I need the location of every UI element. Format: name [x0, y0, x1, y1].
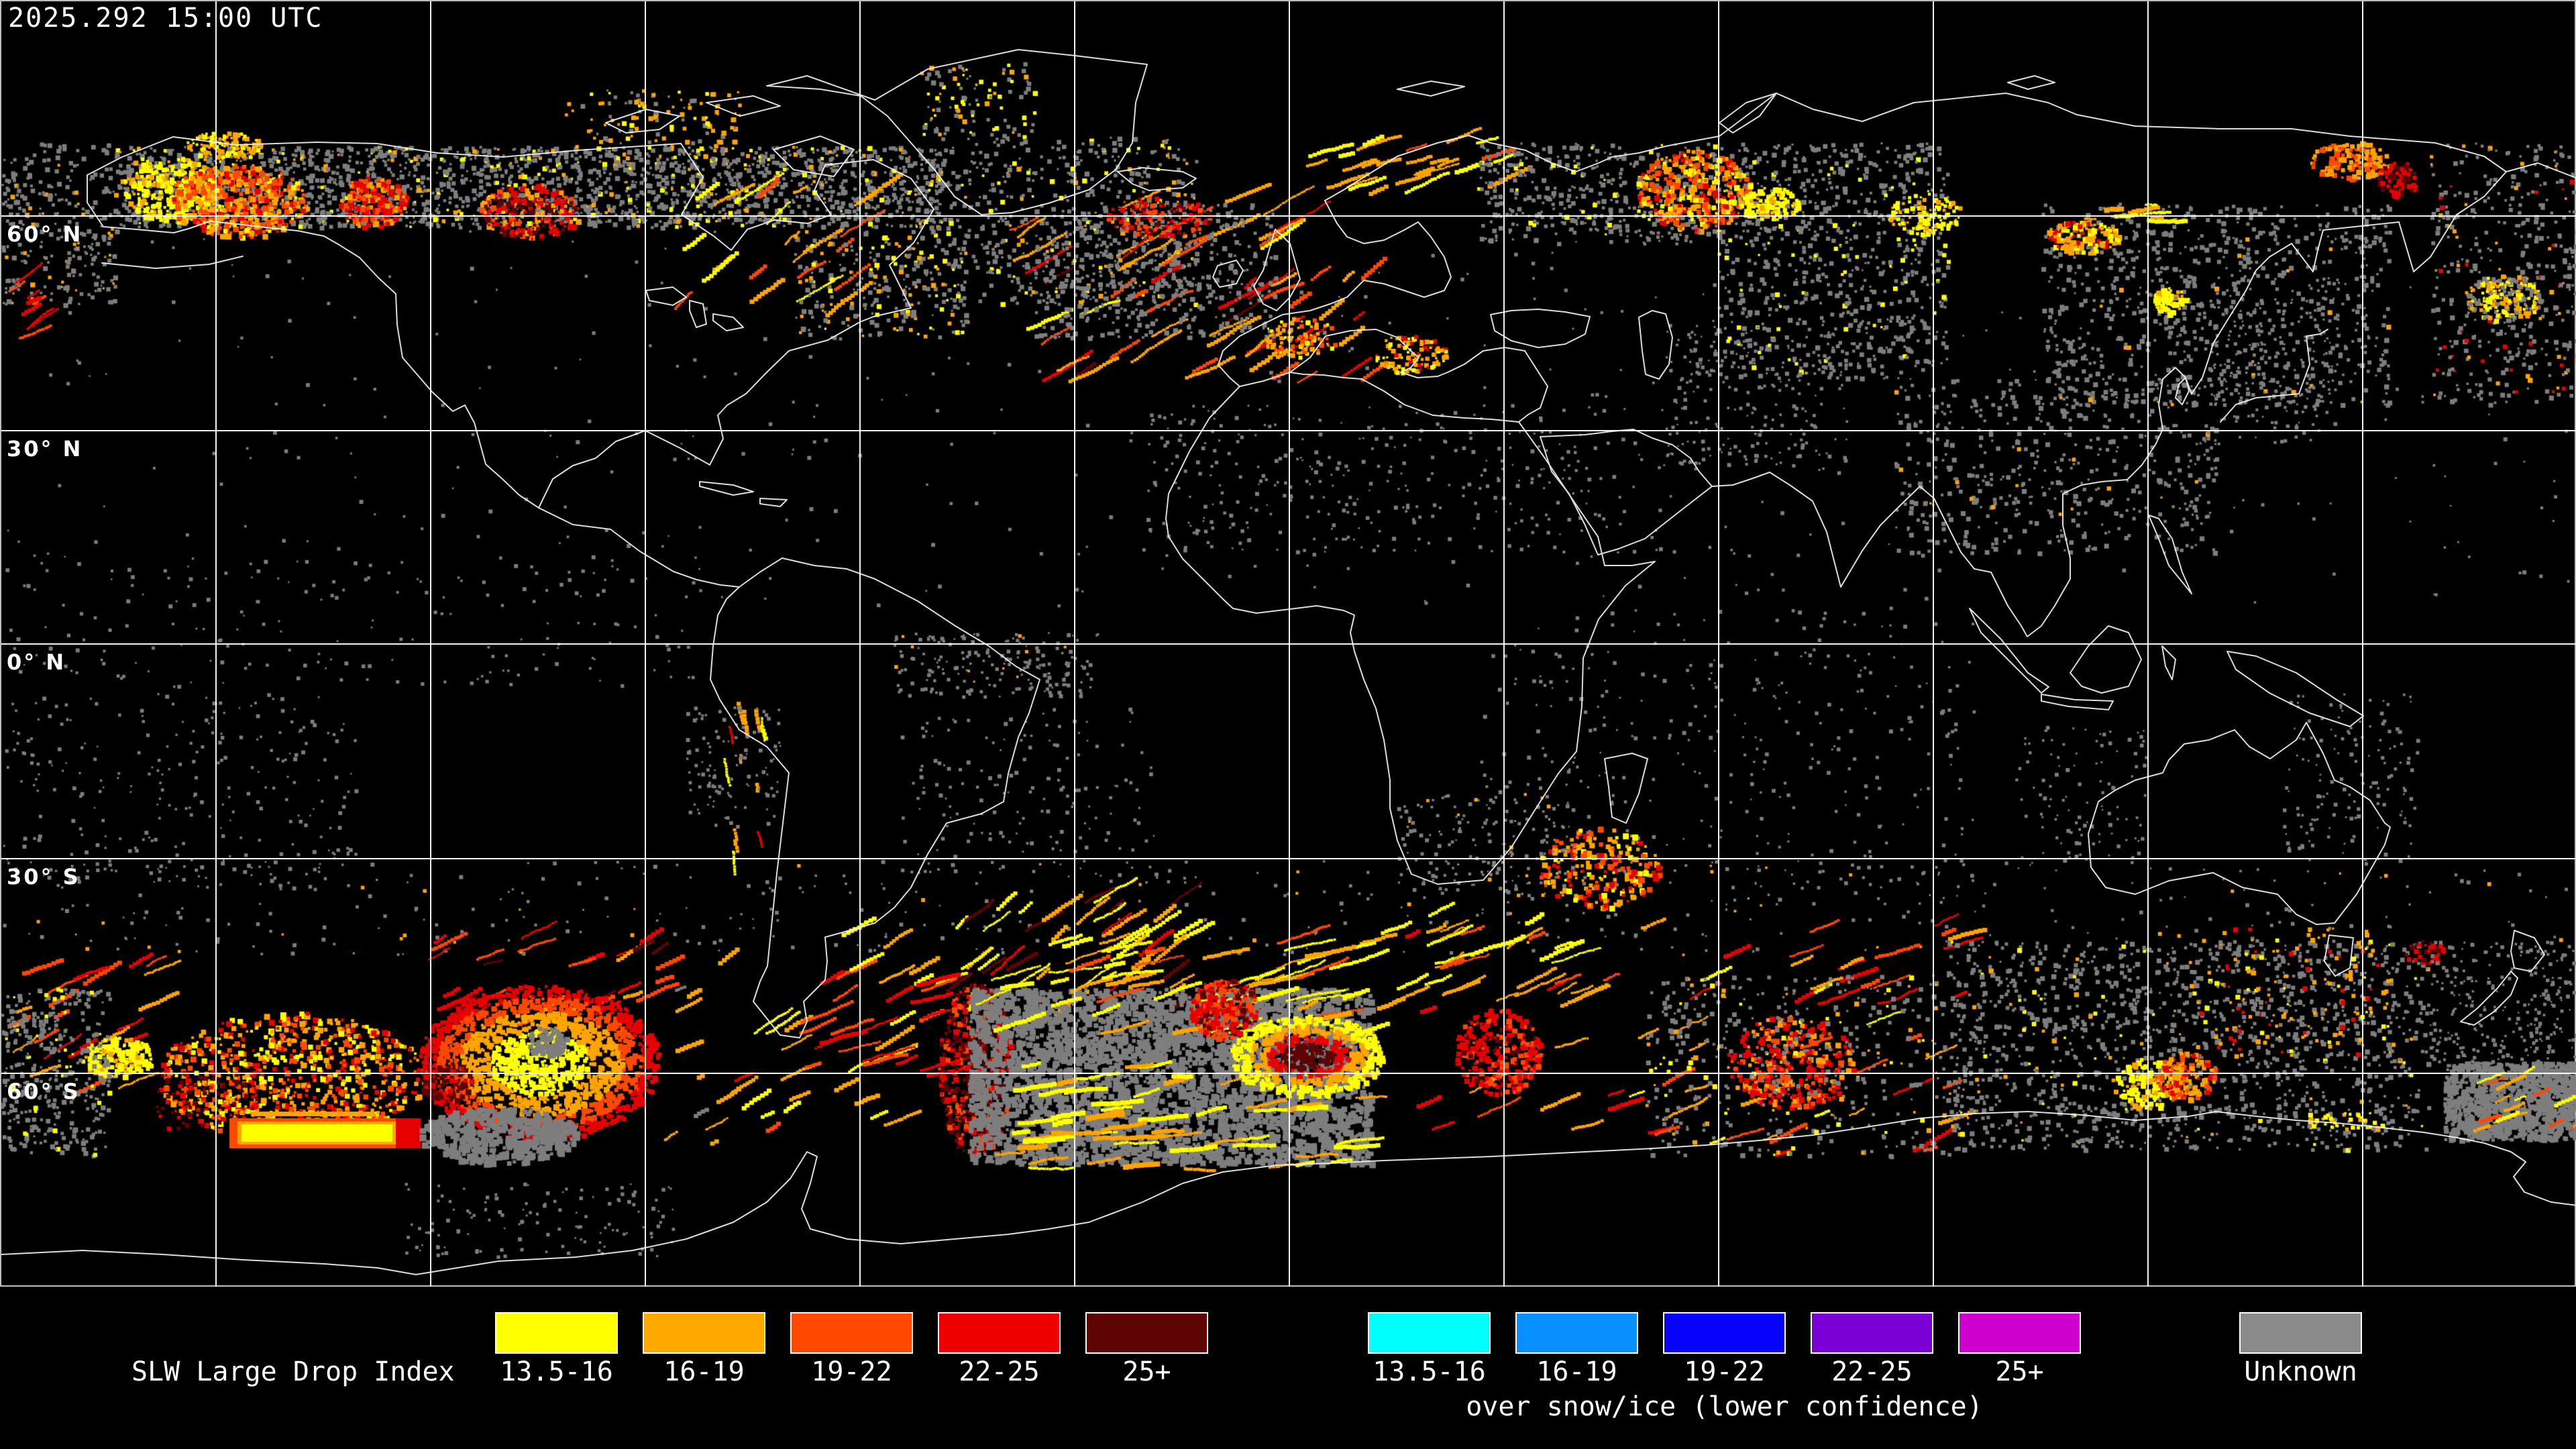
coast-scandinavia: [1324, 135, 1684, 201]
coast-south-asia: [1711, 367, 2192, 637]
coast-caspian-sea: [1638, 310, 1673, 380]
legend-swatch-label: 13.5-16: [1373, 1356, 1486, 1387]
coast-new-guinea: [2226, 651, 2364, 727]
coast-mediterranean: [1239, 329, 1548, 423]
coast-north-america-arctic: [87, 136, 682, 176]
coast-new-zealand-south: [2460, 971, 2518, 1026]
lat-label: 30° N: [7, 436, 83, 462]
legend-swatch-label: 16-19: [1536, 1356, 1617, 1387]
coast-aleutians: [101, 256, 244, 269]
coast-northeast-asia: [2191, 162, 2576, 394]
coast-australia: [2088, 722, 2391, 925]
coast-russia-arctic: [1682, 93, 2507, 172]
legend-swatch-snow-ice: [1368, 1312, 1491, 1354]
legend-swatch-label: 13.5-16: [500, 1356, 613, 1387]
coast-korea: [2175, 377, 2190, 405]
legend-swatch-snow-ice: [1958, 1312, 2081, 1354]
coast-north-america-atlantic: [538, 321, 861, 508]
coast-iceland: [1117, 167, 1197, 191]
legend-swatch-standard: [790, 1312, 913, 1354]
coast-tasmania: [2324, 934, 2354, 977]
coast-great-lakes: [645, 286, 744, 331]
legend-title: SLW Large Drop Index: [131, 1356, 455, 1387]
legend-swatch-standard: [938, 1312, 1061, 1354]
legend-swatch-standard: [1085, 1312, 1208, 1354]
coast-borneo: [2070, 625, 2142, 694]
coast-severnaya-zemlya: [2007, 75, 2055, 90]
legend-swatch-label: 25+: [1995, 1356, 2044, 1387]
legend-swatch-standard: [643, 1312, 765, 1354]
coast-madagascar: [1604, 753, 1648, 824]
legend-swatch-label: 22-25: [959, 1356, 1040, 1387]
coast-south-america: [710, 557, 1040, 1038]
lat-label: 0° N: [7, 649, 66, 675]
legend-swatch-label: 19-22: [1684, 1356, 1765, 1387]
coast-hispaniola: [759, 498, 788, 507]
legend-swatch-label: 22-25: [1831, 1356, 1913, 1387]
legend-swatch-snow-ice: [1515, 1312, 1638, 1354]
legend-snow-ice-caption: over snow/ice (lower confidence): [1466, 1391, 1983, 1422]
coast-philippines: [2148, 515, 2192, 594]
timestamp: 2025.292 15:00 UTC: [8, 3, 323, 34]
coast-greenland: [766, 49, 1148, 215]
legend-bar: SLW Large Drop Index over snow/ice (lowe…: [0, 1287, 2576, 1449]
legend-swatch-label: Unknown: [2244, 1356, 2357, 1387]
coast-north-america-east: [680, 143, 934, 323]
coast-cuba: [699, 481, 754, 496]
legend-swatch-snow-ice: [1811, 1312, 1933, 1354]
lat-label: 30° S: [7, 864, 80, 890]
legend-swatch-standard: [495, 1312, 618, 1354]
graticule-layer: [1, 1, 2576, 1288]
coast-java: [2041, 694, 2114, 710]
legend-swatch-unknown: [2239, 1312, 2362, 1354]
legend-swatch-snow-ice: [1663, 1312, 1786, 1354]
coast-black-sea: [1490, 309, 1591, 348]
coast-new-zealand-north: [2510, 930, 2545, 972]
coast-africa: [1165, 386, 1656, 885]
legend-swatch-label: 25+: [1122, 1356, 1171, 1387]
coast-antarctica: [1, 1111, 2576, 1275]
coast-uk: [1253, 229, 1301, 311]
coast-svalbard: [1397, 80, 1465, 97]
lat-label: 60° S: [7, 1079, 80, 1104]
lat-label: 60° N: [7, 221, 83, 247]
coast-sumatra: [1969, 608, 2049, 694]
coast-novaya-zemlya: [1719, 93, 1777, 133]
legend-swatch-label: 16-19: [663, 1356, 745, 1387]
coast-baltic-westeurope: [1218, 200, 1452, 387]
world-map: 2025.292 15:00 UTC 60° N 30° N 0° N 30° S 60…: [0, 0, 2576, 1288]
coast-japan: [2220, 329, 2328, 423]
coast-ireland: [1212, 260, 1244, 288]
coast-central-america: [538, 507, 740, 588]
coast-canadian-arctic-islands: [605, 95, 855, 177]
coast-sulawesi: [2161, 645, 2176, 680]
legend-swatch-label: 19-22: [811, 1356, 892, 1387]
coast-north-america-pacific: [87, 174, 539, 508]
